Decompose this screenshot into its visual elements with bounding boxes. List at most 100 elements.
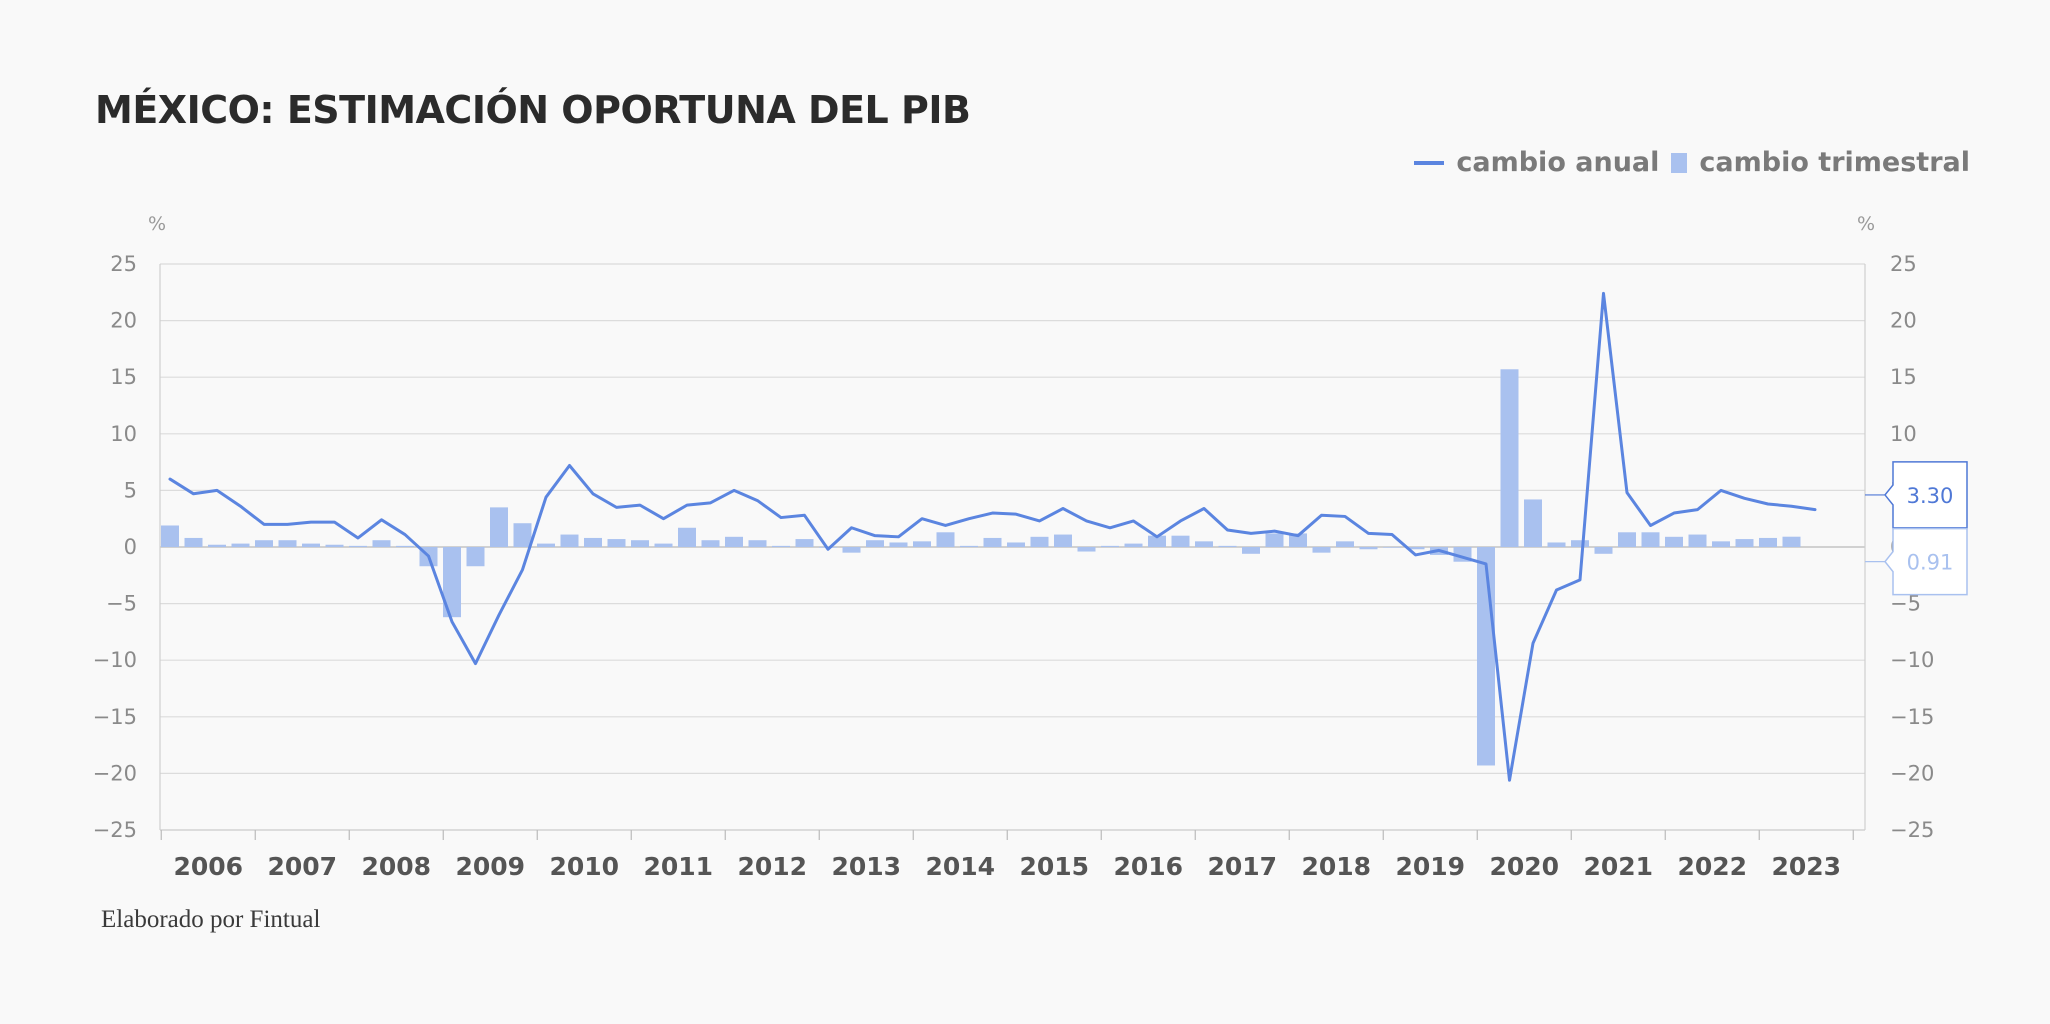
chart-source-note: Elaborado por Fintual — [101, 906, 321, 933]
y-tick-label-left: 5 — [124, 478, 137, 502]
y-tick-label-right: 10 — [1890, 422, 1917, 446]
bar-cambio-trimestral — [1101, 545, 1119, 547]
y-tick-label-left: −5 — [106, 592, 137, 616]
x-tick-label-year: 2016 — [1113, 852, 1183, 881]
bar-cambio-trimestral — [607, 539, 626, 547]
bar-cambio-trimestral — [1594, 547, 1613, 554]
bar-cambio-trimestral — [1218, 545, 1237, 547]
bar-cambio-trimestral — [1359, 547, 1378, 550]
bar-cambio-trimestral — [1054, 534, 1072, 547]
bar-cambio-trimestral — [537, 543, 555, 547]
bar-cambio-trimestral — [631, 540, 649, 547]
x-tick-label-year: 2011 — [643, 852, 713, 881]
bar-cambio-trimestral — [1195, 541, 1213, 547]
bar-layer — [161, 369, 1801, 766]
callout-cambio-trimestral: 0.91 — [1865, 527, 1968, 596]
bar-cambio-trimestral — [255, 540, 273, 547]
bar-cambio-trimestral — [795, 539, 814, 547]
y-unit-right: % — [1857, 213, 1875, 235]
legend-item-cambio-anual: cambio anual — [1414, 147, 1659, 178]
bar-cambio-trimestral — [1171, 535, 1190, 547]
bar-cambio-trimestral — [1759, 537, 1777, 547]
x-tick-label-year: 2021 — [1583, 852, 1653, 881]
y-tick-label-left: 0 — [124, 535, 137, 559]
x-tick-label-year: 2022 — [1677, 852, 1747, 881]
x-tick-label-year: 2015 — [1019, 852, 1089, 881]
bar-cambio-trimestral — [725, 536, 743, 547]
x-tick-label-year: 2009 — [455, 852, 525, 881]
bar-cambio-trimestral — [1312, 547, 1331, 553]
bar-cambio-trimestral — [1688, 534, 1707, 547]
bar-cambio-trimestral — [1336, 541, 1354, 547]
legend-label-cambio-trimestral: cambio trimestral — [1699, 147, 1970, 178]
chart-legend: cambio anual cambio trimestral — [1414, 147, 1970, 178]
bar-cambio-trimestral — [936, 532, 955, 547]
bar-cambio-trimestral — [1030, 536, 1049, 547]
bar-cambio-trimestral — [1641, 532, 1660, 547]
callout-cambio-anual-label: 3.30 — [1907, 484, 1954, 508]
bar-cambio-trimestral — [1406, 547, 1425, 550]
bar-cambio-trimestral — [1547, 542, 1566, 547]
y-tick-label-right: 20 — [1890, 309, 1917, 333]
bar-cambio-trimestral — [772, 545, 790, 547]
line-layer — [168, 291, 1817, 782]
y-tick-label-right: −15 — [1890, 705, 1934, 729]
x-tick-label-year: 2010 — [549, 852, 619, 881]
x-tick-label-year: 2017 — [1207, 852, 1277, 881]
bar-cambio-trimestral — [1242, 547, 1260, 554]
bar-cambio-trimestral — [302, 543, 320, 547]
callout-layer: 3.30 0.91 — [1865, 461, 1968, 596]
bar-cambio-trimestral — [490, 507, 508, 547]
x-tick-label-year: 2013 — [831, 852, 901, 881]
bar-cambio-trimestral — [960, 545, 978, 547]
legend-line-swatch — [1414, 160, 1445, 165]
x-tick-label-year: 2023 — [1771, 852, 1841, 881]
x-tick-label-year: 2019 — [1395, 852, 1465, 881]
bar-cambio-trimestral — [1148, 535, 1166, 547]
bar-cambio-trimestral — [701, 540, 720, 547]
x-tick-label-year: 2014 — [925, 852, 995, 881]
bar-cambio-trimestral — [231, 543, 250, 547]
callout-cambio-anual: 3.30 — [1865, 461, 1968, 529]
bar-cambio-trimestral — [866, 540, 884, 547]
y-tick-label-right: −20 — [1890, 761, 1934, 785]
bar-cambio-trimestral — [372, 540, 391, 547]
x-tick-label-year: 2006 — [173, 852, 243, 881]
y-tick-label-left: 20 — [110, 309, 137, 333]
x-tick-label-year: 2020 — [1489, 852, 1559, 881]
bar-cambio-trimestral — [560, 534, 579, 547]
bar-cambio-trimestral — [1782, 536, 1801, 547]
bar-cambio-trimestral — [513, 523, 532, 547]
bar-cambio-trimestral — [748, 540, 767, 547]
y-tick-label-right: 15 — [1890, 365, 1917, 389]
bar-cambio-trimestral — [584, 537, 602, 547]
bar-cambio-trimestral — [1383, 547, 1401, 548]
bar-cambio-trimestral — [1665, 536, 1683, 547]
callout-cambio-anual-box — [1884, 461, 1968, 529]
callout-cambio-trimestral-label: 0.91 — [1907, 551, 1954, 575]
bar-cambio-trimestral — [1618, 532, 1636, 547]
bar-cambio-trimestral — [161, 525, 179, 547]
x-tick-label-year: 2018 — [1301, 852, 1371, 881]
line-cambio-anual — [168, 291, 1817, 782]
y-tick-label-right: −5 — [1890, 592, 1921, 616]
bar-cambio-trimestral — [1124, 543, 1143, 547]
y-tick-label-left: 10 — [110, 422, 137, 446]
x-tick-label-year: 2007 — [267, 852, 337, 881]
legend-bar-swatch — [1671, 152, 1688, 173]
bar-cambio-trimestral — [1077, 547, 1096, 552]
bar-cambio-trimestral — [1712, 541, 1730, 547]
x-tick-label-year: 2008 — [361, 852, 431, 881]
y-tick-label-left: 25 — [110, 252, 137, 276]
bar-cambio-trimestral — [1500, 369, 1519, 547]
bar-cambio-trimestral — [1571, 540, 1589, 547]
y-tick-label-left: −25 — [93, 818, 137, 842]
callout-cambio-trimestral-box — [1884, 527, 1968, 596]
y-tick-label-right: −25 — [1890, 818, 1934, 842]
legend-label-cambio-anual: cambio anual — [1456, 147, 1660, 178]
y-tick-label-left: −10 — [93, 648, 137, 672]
bar-cambio-trimestral — [278, 540, 297, 547]
bar-cambio-trimestral — [913, 541, 931, 547]
y-tick-label-left: −15 — [93, 705, 137, 729]
